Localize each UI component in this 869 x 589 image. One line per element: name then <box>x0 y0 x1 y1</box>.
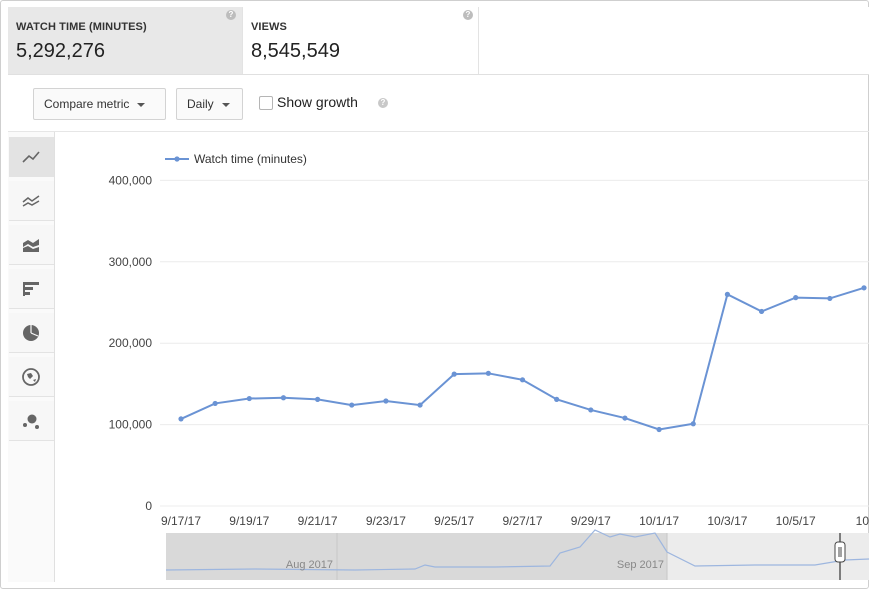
map-chart-button[interactable] <box>9 357 54 397</box>
multi-line-chart-icon <box>22 195 40 207</box>
data-point[interactable] <box>724 291 731 297</box>
bar-chart-icon <box>23 282 39 296</box>
data-point[interactable] <box>212 400 218 407</box>
data-point[interactable] <box>588 407 594 413</box>
y-tick-label: 0 <box>145 499 152 513</box>
x-tick-label: 10/1/17 <box>639 514 679 528</box>
y-tick-label: 100,000 <box>109 418 153 432</box>
data-point[interactable] <box>451 371 457 377</box>
data-point[interactable] <box>656 426 662 433</box>
data-point[interactable] <box>383 398 389 404</box>
data-point[interactable] <box>417 402 423 408</box>
y-tick-label: 400,000 <box>109 173 153 187</box>
navigator-unselected-region <box>166 533 667 580</box>
bubble-chart-icon <box>23 414 39 429</box>
x-tick-label: 9/23/17 <box>366 514 406 528</box>
data-point[interactable] <box>485 370 491 376</box>
metric-label: VIEWS <box>251 21 287 33</box>
show-growth-checkbox[interactable] <box>259 96 273 110</box>
data-point[interactable] <box>690 421 696 427</box>
line-chart: 0 100,000 200,000 300,000 400,000 9/17/17 9/19… <box>109 152 869 580</box>
multi-line-chart-button[interactable] <box>9 181 54 221</box>
y-tick-label: 300,000 <box>109 255 153 269</box>
interval-dropdown[interactable]: Daily <box>176 88 243 120</box>
chart-toolbar: Compare metric Daily Show growth ? <box>8 75 869 132</box>
data-point[interactable] <box>178 416 184 422</box>
help-icon[interactable]: ? <box>463 10 473 20</box>
line-chart-icon <box>22 151 40 163</box>
data-point[interactable] <box>758 308 765 315</box>
help-icon[interactable]: ? <box>378 98 388 108</box>
chart-area: 0 100,000 200,000 300,000 400,000 9/17/17 9/19… <box>55 132 869 582</box>
data-point[interactable] <box>827 295 833 302</box>
x-tick-label: 9/17/17 <box>161 514 201 528</box>
globe-icon <box>22 368 40 386</box>
x-tick-label: 9/21/17 <box>298 514 338 528</box>
navigator-drag-handle[interactable] <box>834 541 846 563</box>
metric-tabs: WATCH TIME (MINUTES) 5,292,276 ? VIEWS 8… <box>8 7 869 75</box>
caret-down-icon <box>137 102 146 107</box>
data-point[interactable] <box>246 395 252 402</box>
data-point[interactable] <box>622 415 628 421</box>
data-point[interactable] <box>793 295 799 301</box>
data-point[interactable] <box>554 396 560 402</box>
metric-label: WATCH TIME (MINUTES) <box>16 21 147 33</box>
bar-chart-button[interactable] <box>9 269 54 309</box>
navigator-label: Aug 2017 <box>286 559 333 571</box>
x-tick-label: 9/19/17 <box>229 514 269 528</box>
pie-chart-icon <box>23 325 39 341</box>
legend-marker <box>174 156 180 162</box>
metric-value: 8,545,549 <box>251 40 340 62</box>
x-tick-label: 9/27/17 <box>502 514 542 528</box>
metric-tab-empty <box>479 7 869 74</box>
show-growth-label[interactable]: Show growth <box>277 94 358 110</box>
compare-metric-dropdown[interactable]: Compare metric <box>33 88 166 120</box>
stacked-area-chart-icon <box>23 239 39 252</box>
data-point[interactable] <box>315 396 321 402</box>
interval-label: Daily <box>187 97 214 111</box>
metric-tab-views[interactable]: VIEWS 8,545,549 ? <box>243 7 479 74</box>
legend-label: Watch time (minutes) <box>194 152 307 166</box>
x-tick-label: 10/5/17 <box>776 514 816 528</box>
pie-chart-button[interactable] <box>9 313 54 353</box>
metric-tab-watch-time[interactable]: WATCH TIME (MINUTES) 5,292,276 ? <box>8 7 243 74</box>
x-tick-label: 10/ <box>856 514 869 528</box>
data-point[interactable] <box>349 402 355 408</box>
data-point[interactable] <box>519 377 526 383</box>
compare-metric-label: Compare metric <box>44 97 130 111</box>
bubble-chart-button[interactable] <box>9 401 54 441</box>
line-chart-button[interactable] <box>9 137 54 177</box>
navigator-label: Sep 2017 <box>617 559 664 571</box>
help-icon[interactable]: ? <box>226 10 236 20</box>
stacked-area-chart-button[interactable] <box>9 225 54 265</box>
data-point[interactable] <box>280 395 287 401</box>
x-tick-label: 9/29/17 <box>571 514 611 528</box>
metric-value: 5,292,276 <box>16 40 105 62</box>
navigator-sparkline <box>165 529 869 571</box>
caret-down-icon <box>221 102 230 107</box>
x-tick-label: 9/25/17 <box>434 514 474 528</box>
chart-type-sidebar <box>8 132 55 582</box>
y-tick-label: 200,000 <box>109 336 153 350</box>
x-tick-label: 10/3/17 <box>707 514 747 528</box>
data-point[interactable] <box>861 285 867 291</box>
